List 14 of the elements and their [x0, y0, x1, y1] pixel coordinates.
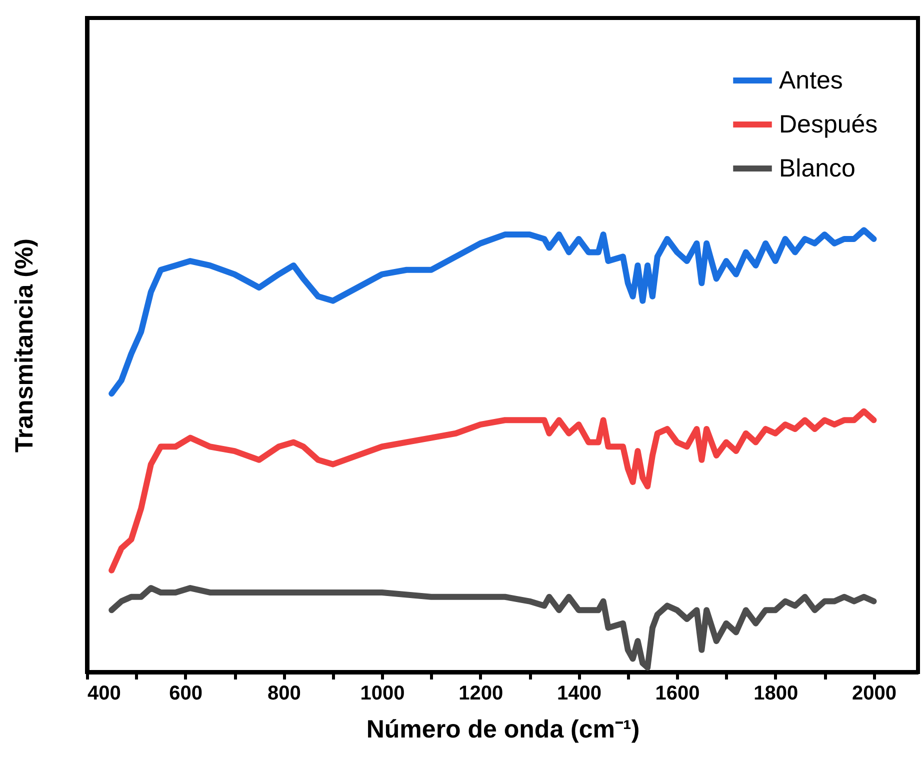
x-tick-label: 400	[88, 682, 121, 704]
x-tick-label: 1400	[556, 682, 602, 704]
x-tick-label: 1600	[655, 682, 700, 704]
legend-label: Blanco	[779, 154, 856, 182]
legend-label: Antes	[779, 66, 843, 94]
x-tick-label: 1000	[360, 682, 405, 704]
x-tick-label: 2000	[852, 682, 896, 704]
y-axis-title: Transmitancia (%)	[10, 238, 38, 452]
x-tick-label: 1200	[458, 682, 504, 704]
legend-label: Después	[779, 110, 878, 138]
x-tick-label: 800	[268, 682, 301, 704]
x-tick-label: 600	[169, 682, 203, 704]
x-tick-label: 1800	[754, 682, 798, 704]
x-axis-title: Número de onda (cm⁻¹)	[366, 716, 640, 744]
